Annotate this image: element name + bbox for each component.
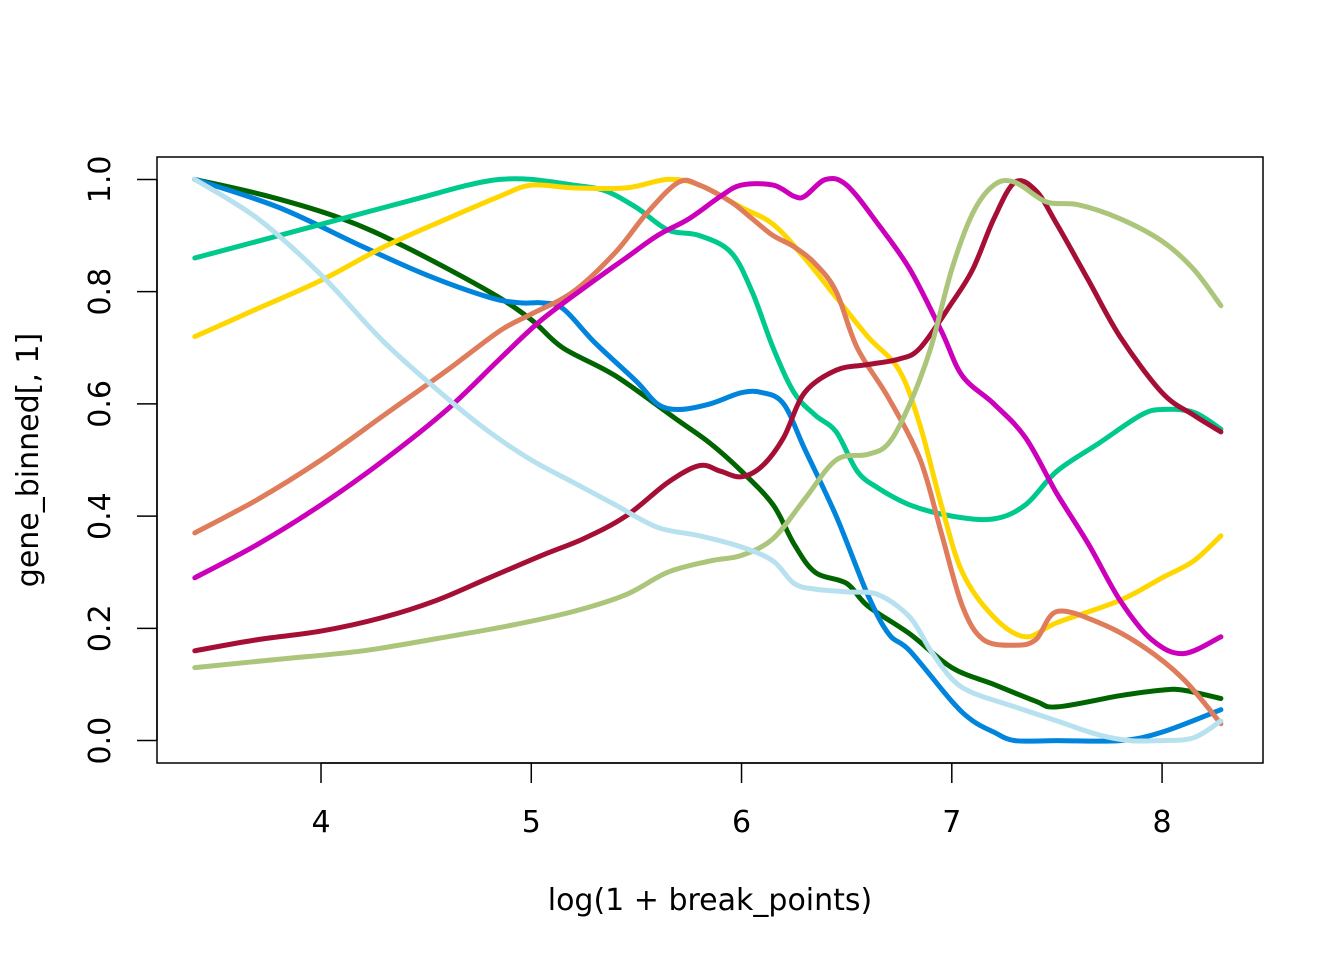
y-axis: 0.0 0.2 0.4 0.6 0.8 1.0 — [83, 156, 158, 765]
series-layer — [192, 175, 1224, 744]
series-line-8 — [192, 178, 1224, 671]
x-tick-label: 8 — [1153, 805, 1172, 840]
x-tick-label: 6 — [732, 805, 751, 840]
y-axis-label: gene_binned[, 1] — [11, 333, 46, 587]
series-line-2 — [192, 176, 1224, 744]
y-tick-label: 0.8 — [83, 268, 118, 316]
series-line-4 — [192, 176, 1224, 640]
y-tick-label: 0.2 — [83, 604, 118, 652]
x-axis: 4 5 6 7 8 — [311, 762, 1172, 840]
y-tick-label: 1.0 — [83, 156, 118, 204]
y-tick-label: 0.6 — [83, 380, 118, 428]
series-line-5 — [192, 177, 1224, 727]
x-axis-label: log(1 + break_points) — [548, 883, 873, 918]
x-tick-label: 5 — [522, 805, 541, 840]
series-line-6 — [192, 175, 1224, 657]
series-line-7 — [192, 178, 1224, 654]
x-tick-label: 7 — [942, 805, 961, 840]
series-line-1 — [192, 176, 1224, 710]
y-tick-label: 0.4 — [83, 492, 118, 540]
series-line-3 — [192, 176, 1224, 523]
y-tick-label: 0.0 — [83, 717, 118, 765]
x-tick-label: 4 — [311, 805, 330, 840]
series-line-9 — [192, 176, 1224, 744]
